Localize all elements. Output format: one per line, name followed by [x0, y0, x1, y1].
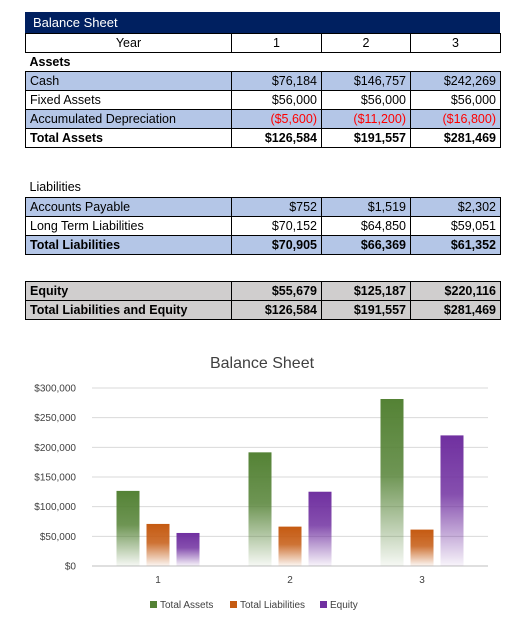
bar-total-assets-2[interactable]	[248, 452, 272, 566]
row-label[interactable]: Cash	[25, 71, 232, 91]
cell[interactable]: $56,000	[321, 90, 411, 110]
bar-total-assets-3[interactable]	[380, 398, 404, 566]
year-header[interactable]: Year	[25, 33, 232, 53]
cell[interactable]: $752	[231, 196, 322, 217]
total-liabilities-row: Total Liabilities $70,905 $66,369 $61,35…	[25, 234, 501, 255]
table-row: Long Term Liabilities $70,152 $64,850 $5…	[25, 215, 501, 236]
cell[interactable]: ($11,200)	[321, 109, 411, 129]
year-2-header[interactable]: 2	[321, 33, 411, 53]
equity-table: Equity $55,679 $125,187 $220,116 Total L…	[25, 281, 501, 320]
y-tick-label: $200,000	[34, 443, 76, 454]
cell[interactable]: $191,557	[321, 128, 411, 148]
x-tick-label: 2	[287, 575, 293, 586]
cell[interactable]: $55,679	[231, 281, 322, 301]
y-tick-label: $250,000	[34, 413, 76, 424]
year-1-header[interactable]: 1	[231, 33, 322, 53]
liabilities-table: Liabilities Accounts Payable $752 $1,519…	[25, 178, 501, 255]
cell[interactable]: $281,469	[410, 128, 501, 148]
sheet-title: Balance Sheet	[25, 12, 500, 33]
cell[interactable]: $220,116	[410, 281, 501, 301]
table-row: Accounts Payable $752 $1,519 $2,302	[25, 196, 501, 217]
chart-title: Balance Sheet	[210, 355, 315, 372]
cell[interactable]: $61,352	[410, 234, 501, 255]
x-tick-label: 1	[155, 575, 161, 586]
bar-equity-2[interactable]	[308, 491, 332, 566]
liabilities-section-row: Liabilities	[26, 178, 501, 197]
cell[interactable]: $281,469	[410, 300, 501, 320]
legend-swatch	[150, 601, 157, 608]
legend-swatch	[320, 601, 327, 608]
row-label[interactable]: Long Term Liabilities	[25, 215, 232, 236]
assets-table: Year 1 2 3 Assets Cash $76,184 $146,757 …	[25, 33, 501, 148]
cell[interactable]: $59,051	[410, 215, 501, 236]
table-row: Fixed Assets $56,000 $56,000 $56,000	[25, 90, 501, 110]
y-tick-label: $300,000	[34, 384, 76, 395]
year-3-header[interactable]: 3	[410, 33, 501, 53]
cell[interactable]: $242,269	[410, 71, 501, 91]
cell[interactable]: $66,369	[321, 234, 411, 255]
row-label[interactable]: Accounts Payable	[25, 196, 232, 217]
cell[interactable]: $1,519	[321, 196, 411, 217]
header-row: Year 1 2 3	[25, 33, 501, 53]
cell[interactable]: $76,184	[231, 71, 322, 91]
assets-section-row: Assets	[26, 53, 501, 72]
table-row: Cash $76,184 $146,757 $242,269	[25, 71, 501, 91]
row-label[interactable]: Equity	[25, 281, 232, 301]
cell[interactable]: ($5,600)	[231, 109, 322, 129]
legend-item-total-liabilities[interactable]: Total Liabilities	[240, 600, 305, 611]
row-label[interactable]: Total Liabilities	[25, 234, 232, 255]
cell[interactable]: $70,152	[231, 215, 322, 236]
cell[interactable]: $125,187	[321, 281, 411, 301]
cell[interactable]: $56,000	[410, 90, 501, 110]
cell[interactable]: $146,757	[321, 71, 411, 91]
bar-total-liabilities-1[interactable]	[146, 523, 170, 566]
bar-equity-1[interactable]	[176, 532, 200, 566]
cell[interactable]: ($16,800)	[410, 109, 501, 129]
y-tick-label: $150,000	[34, 473, 76, 484]
bar-total-liabilities-2[interactable]	[278, 526, 302, 566]
row-label[interactable]: Fixed Assets	[25, 90, 232, 110]
total-assets-row: Total Assets $126,584 $191,557 $281,469	[25, 128, 501, 148]
x-tick-label: 3	[419, 575, 425, 586]
liabilities-label[interactable]: Liabilities	[29, 180, 81, 195]
bar-equity-3[interactable]	[440, 435, 464, 566]
legend-item-equity[interactable]: Equity	[330, 600, 358, 611]
y-tick-label: $100,000	[34, 502, 76, 513]
chart-legend[interactable]: Total Assets Total Liabilities Equity	[150, 600, 358, 611]
balance-sheet-chart[interactable]: Balance Sheet $0$50,000$100,000$150,000$…	[0, 340, 514, 639]
chart-axes: $0 $50,000 $100,000 $150,000 $200,000 $250,00…	[34, 384, 425, 587]
row-label[interactable]: Total Assets	[25, 128, 232, 148]
table-row: Accumulated Depreciation ($5,600) ($11,2…	[25, 109, 501, 129]
legend-item-total-assets[interactable]: Total Assets	[160, 600, 213, 611]
bar-total-liabilities-3[interactable]	[410, 529, 434, 566]
chart-bars	[116, 398, 464, 566]
cell[interactable]: $2,302	[410, 196, 501, 217]
cell[interactable]: $191,557	[321, 300, 411, 320]
cell[interactable]: $56,000	[231, 90, 322, 110]
cell[interactable]: $64,850	[321, 215, 411, 236]
cell[interactable]: $70,905	[231, 234, 322, 255]
y-tick-label: $50,000	[40, 532, 77, 543]
legend-swatch	[230, 601, 237, 608]
total-le-row: Total Liabilities and Equity $126,584 $1…	[25, 300, 501, 320]
cell[interactable]: $126,584	[231, 300, 322, 320]
row-label[interactable]: Total Liabilities and Equity	[25, 300, 232, 320]
equity-row: Equity $55,679 $125,187 $220,116	[25, 281, 501, 301]
cell[interactable]: $126,584	[231, 128, 322, 148]
y-tick-label: $0	[65, 562, 77, 573]
assets-label[interactable]: Assets	[29, 55, 71, 69]
bar-total-assets-1[interactable]	[116, 490, 140, 566]
row-label[interactable]: Accumulated Depreciation	[25, 109, 232, 129]
